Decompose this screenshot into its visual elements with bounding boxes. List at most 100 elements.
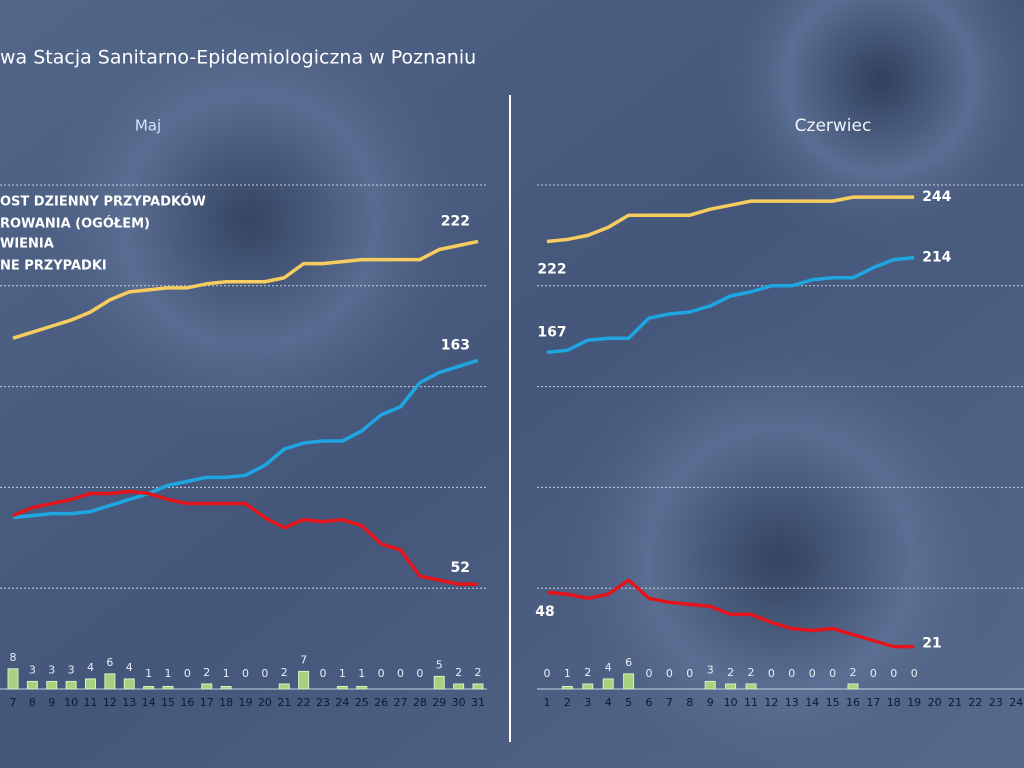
bar [65, 680, 77, 690]
bar-value-label: 0 [788, 667, 795, 680]
bar [704, 680, 716, 690]
legend-label: NE PRZYPADKI [0, 259, 107, 274]
legend: OST DZIENNY PRZYPADKÓW ROWANIA (OGÓŁEM) WI… [0, 194, 206, 274]
x-tick-label: 11 [744, 696, 758, 709]
bar-value-label: 0 [416, 667, 423, 680]
bar-value-label: 0 [397, 667, 404, 680]
bar [336, 685, 348, 690]
bar-value-label: 0 [809, 667, 816, 680]
x-tick-label: 2 [564, 696, 571, 709]
x-tick-label: 14 [805, 696, 819, 709]
bar-value-label: 1 [339, 667, 346, 680]
bar-value-label: 1 [165, 667, 172, 680]
bar [104, 673, 116, 690]
x-tick-label: 18 [887, 696, 901, 709]
line [546, 255, 915, 355]
x-tick-label: 30 [452, 696, 466, 709]
bar [745, 683, 757, 690]
virus-decoration [710, 0, 1024, 250]
bar-value-label: 0 [184, 667, 191, 680]
x-tick-label: 7 [666, 696, 673, 709]
data-label: 222 [537, 261, 566, 277]
bar-value-label: 0 [544, 667, 551, 680]
bar-value-label: 0 [686, 667, 693, 680]
bar-value-label: 5 [436, 658, 443, 671]
x-tick-label: 8 [686, 696, 693, 709]
line [546, 195, 915, 244]
bar-value-label: 3 [68, 663, 75, 676]
x-tick-label: 24 [1009, 696, 1023, 709]
page-title: wa Stacja Sanitarno-Epidemiologiczna w P… [0, 47, 476, 69]
bar-value-label: 1 [145, 667, 152, 680]
bar [143, 685, 155, 690]
bar [162, 685, 174, 690]
bar-value-label: 0 [261, 667, 268, 680]
x-tick-label: 7 [10, 696, 17, 709]
bar-value-label: 6 [106, 656, 113, 669]
bar-value-label: 0 [829, 667, 836, 680]
data-label: 244 [922, 189, 951, 205]
bar-value-label: 4 [126, 661, 133, 674]
bar [725, 683, 737, 690]
x-tick-label: 20 [258, 696, 272, 709]
x-tick-label: 6 [646, 696, 653, 709]
bar [85, 678, 96, 690]
virus-decoration [20, 0, 480, 450]
x-tick-label: 4 [605, 696, 612, 709]
bar [472, 683, 484, 690]
x-tick-label: 5 [625, 696, 632, 709]
bar-value-label: 3 [707, 663, 714, 676]
x-tick-label: 16 [180, 696, 194, 709]
data-label: 214 [922, 250, 951, 266]
bar-value-label: 2 [475, 666, 482, 679]
bar [278, 683, 290, 690]
bar-value-label: 2 [203, 666, 210, 679]
x-tick-label: 10 [724, 696, 738, 709]
x-tick-label: 22 [297, 696, 311, 709]
x-tick-label: 1 [544, 696, 551, 709]
x-tick-label: 15 [161, 696, 175, 709]
chart-subtitle: Maj [135, 117, 161, 135]
legend-label: OST DZIENNY PRZYPADKÓW [0, 194, 206, 210]
legend-label: ROWANIA (OGÓŁEM) [0, 216, 150, 232]
bar-value-label: 3 [29, 663, 36, 676]
bar-value-label: 1 [223, 667, 230, 680]
bar [356, 685, 368, 690]
x-tick-label: 20 [928, 696, 942, 709]
bar [46, 680, 58, 690]
x-tick-label: 10 [64, 696, 78, 709]
bar-value-label: 0 [242, 667, 249, 680]
data-label: 21 [922, 636, 941, 652]
x-tick-label: 26 [374, 696, 388, 709]
x-tick-label: 29 [432, 696, 446, 709]
bar [602, 678, 614, 690]
bar-value-label: 0 [870, 667, 877, 680]
bar-value-label: 1 [564, 667, 571, 680]
bar-value-label: 0 [646, 667, 653, 680]
x-tick-label: 9 [48, 696, 55, 709]
bar-value-label: 7 [300, 653, 307, 666]
bar-value-label: 2 [727, 666, 734, 679]
bar-value-label: 0 [666, 667, 673, 680]
x-tick-label: 19 [907, 696, 921, 709]
line [546, 578, 915, 649]
x-tick-label: 19 [239, 696, 253, 709]
x-tick-label: 9 [707, 696, 714, 709]
x-tick-label: 11 [84, 696, 98, 709]
legend-label: WIENIA [0, 237, 54, 252]
x-tick-label: 16 [846, 696, 860, 709]
chart-subtitle: Czerwiec [795, 116, 872, 136]
x-tick-label: 17 [200, 696, 214, 709]
x-tick-label: 27 [394, 696, 408, 709]
bar [847, 683, 859, 690]
bar [561, 685, 573, 690]
bar-value-label: 4 [87, 661, 94, 674]
bar-value-label: 3 [48, 663, 55, 676]
x-tick-label: 3 [584, 696, 591, 709]
bar [453, 683, 465, 690]
bar-value-label: 2 [850, 666, 857, 679]
x-tick-label: 14 [142, 696, 156, 709]
x-tick-label: 8 [29, 696, 36, 709]
